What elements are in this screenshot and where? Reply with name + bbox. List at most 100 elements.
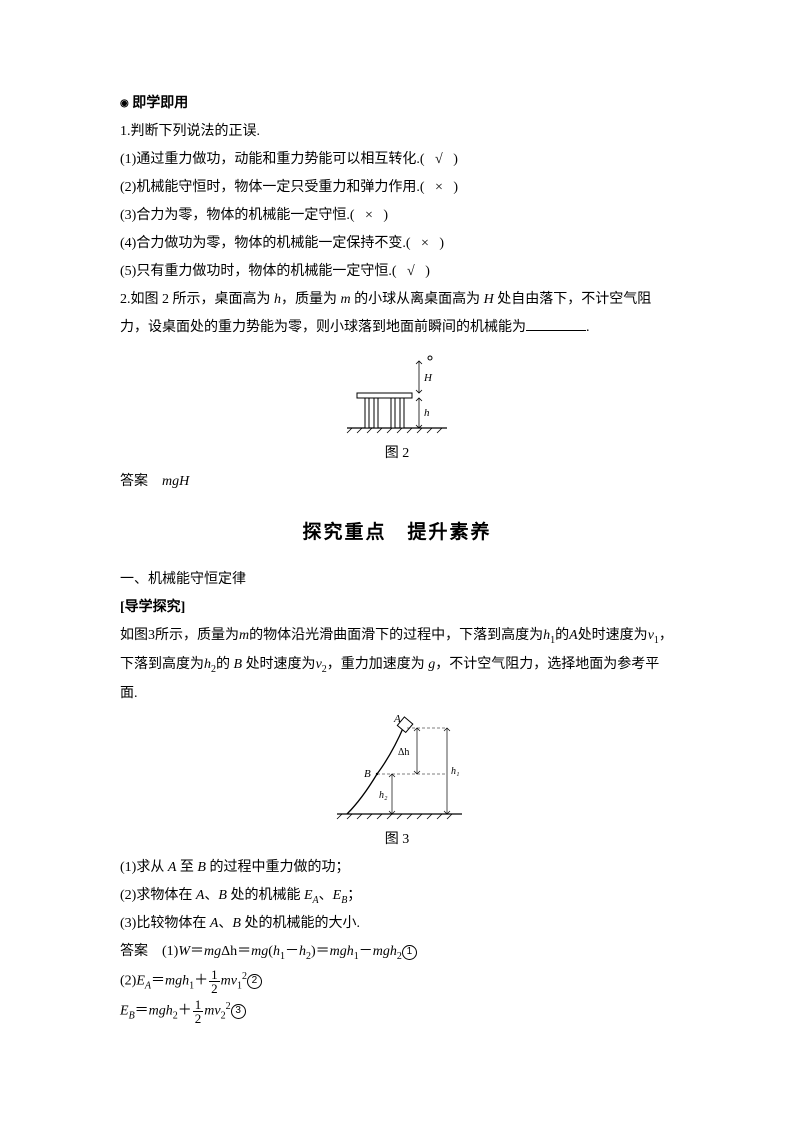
q2-seg: 的小球从离桌面高为 [351, 292, 484, 307]
svg-text:Δh: Δh [398, 747, 409, 758]
sub: 2 [221, 1010, 226, 1021]
section-header: ◉ 即学即用 [120, 90, 674, 118]
seg: ； [347, 888, 361, 903]
seg: ＝ [237, 944, 251, 959]
seg: 、 [319, 888, 333, 903]
seg: ＝ [151, 974, 165, 989]
q1-stem: 1.判断下列说法的正误. [120, 118, 674, 146]
var-mv: mv [204, 1003, 220, 1018]
q1-item-tail: ) [383, 208, 388, 223]
var-W: W [178, 944, 190, 959]
figure-2-caption: 图 2 [120, 440, 674, 468]
q1-item-mark: × [365, 208, 373, 223]
fill-blank[interactable] [526, 316, 586, 331]
var-mgh1: mgh [330, 944, 354, 959]
q2-tail: . [586, 320, 590, 335]
seg: ＋ [178, 1003, 192, 1018]
seg: ＝ [316, 944, 330, 959]
q1-item-text: (3)合力为零，物体的机械能一定守恒.( [120, 208, 355, 223]
var-EB: E [120, 1003, 129, 1018]
var-mgh: mgh [149, 1003, 173, 1018]
var-H: H [484, 292, 494, 307]
figure-3: A B Δh h₁ h₂ [120, 714, 674, 824]
seg: 处的机械能的大小. [241, 916, 360, 931]
answer-3-line2: (2)EA＝mgh1＋12mv122 [120, 967, 674, 996]
seg: (1)求从 [120, 860, 168, 875]
q1-item-text: (4)合力做功为零，物体的机械能一定保持不变.( [120, 236, 411, 251]
circled-3-icon: 3 [231, 1004, 246, 1019]
section-title: 探究重点 提升素养 [120, 514, 674, 552]
seg: (2) [120, 974, 136, 989]
q1-item: (1)通过重力做功，动能和重力势能可以相互转化.( √ ) [120, 146, 674, 174]
fig2-H-label: H [423, 372, 433, 384]
q1-item-mark: √ [407, 264, 415, 279]
q1-item-tail: ) [453, 180, 458, 195]
answer-value: mgH [162, 474, 189, 489]
section-header-title: 即学即用 [132, 96, 188, 111]
circled-2-icon: 2 [247, 974, 262, 989]
var-B: B [232, 916, 241, 931]
q1-item-tail: ) [439, 236, 444, 251]
seg: 的过程中重力做的功； [206, 860, 350, 875]
sub: 1 [237, 981, 242, 992]
seg: Δh [221, 944, 237, 959]
var-h2: h [204, 657, 211, 672]
var-h2: h [299, 944, 306, 959]
answer-3-line3: EB＝mgh2＋12mv223 [120, 997, 674, 1026]
var-B: B [234, 657, 243, 672]
var-h1: h [273, 944, 280, 959]
seg: 处的机械能 [227, 888, 304, 903]
var-mgh2: mgh [373, 944, 397, 959]
fraction-half: 12 [193, 998, 204, 1025]
seg: 处时速度为 [242, 657, 316, 672]
q1-item-mark: × [421, 236, 429, 251]
seg: 至 [176, 860, 197, 875]
q2-seg: ，质量为 [281, 292, 341, 307]
var-h: h [274, 292, 281, 307]
svg-text:h₂: h₂ [379, 790, 388, 801]
circled-1-icon: 1 [402, 945, 417, 960]
var-EA: E [136, 974, 145, 989]
fraction-half: 12 [209, 968, 220, 995]
q1-item-tail: ) [453, 152, 458, 167]
seg: 处时速度为 [578, 628, 648, 643]
subq-2: (2)求物体在 A、B 处的机械能 EA、EB； [120, 882, 674, 911]
seg: (3)比较物体在 [120, 916, 210, 931]
svg-text:A: A [393, 714, 401, 725]
q1-item-mark: √ [435, 152, 443, 167]
subq-1: (1)求从 A 至 B 的过程中重力做的功； [120, 854, 674, 882]
q2-text: 2.如图 2 所示，桌面高为 h，质量为 m 的小球从离桌面高为 H 处自由落下… [120, 286, 674, 342]
seg: 、 [218, 916, 232, 931]
q1-item: (4)合力做功为零，物体的机械能一定保持不变.( × ) [120, 230, 674, 258]
q1-item-text: (5)只有重力做功时，物体的机械能一定守恒.( [120, 264, 397, 279]
subsection-tag: [导学探究] [120, 594, 674, 622]
svg-text:B: B [364, 768, 371, 780]
var-mg: mg [204, 944, 221, 959]
figure-2: H h [120, 348, 674, 438]
q1-item-text: (2)机械能守恒时，物体一定只受重力和弹力作用.( [120, 180, 425, 195]
sup: 2 [226, 1001, 231, 1012]
seg: － [359, 944, 373, 959]
fig2-h-label: h [424, 407, 430, 419]
seg: 的 [555, 628, 569, 643]
seg: ＝ [135, 1003, 149, 1018]
seg: 如图3所示，质量为 [120, 628, 239, 643]
answer-label: 答案 [120, 944, 162, 959]
answer-3-line1: 答案 (1)W＝mgΔh＝mg(h1－h2)＝mgh1－mgh21 [120, 938, 674, 967]
var-B: B [197, 860, 206, 875]
subq-3: (3)比较物体在 A、B 处的机械能的大小. [120, 910, 674, 938]
diamond-icon: ◉ [120, 98, 129, 109]
var-m: m [341, 292, 351, 307]
seg: 的物体沿光滑曲面滑下的过程中，下落到高度为 [249, 628, 543, 643]
var-mgh: mgh [165, 974, 189, 989]
var-B: B [218, 888, 227, 903]
q1-item-mark: × [435, 180, 443, 195]
q1-item-text: (1)通过重力做功，动能和重力势能可以相互转化.( [120, 152, 425, 167]
subsection-heading: 一、机械能守恒定律 [120, 566, 674, 594]
figure-3-caption: 图 3 [120, 826, 674, 854]
seg: ＋ [194, 974, 208, 989]
seg: － [285, 944, 299, 959]
q1-item-tail: ) [425, 264, 430, 279]
seg: ，重力加速度为 [327, 657, 429, 672]
answer-2: 答案 mgH [120, 468, 674, 496]
